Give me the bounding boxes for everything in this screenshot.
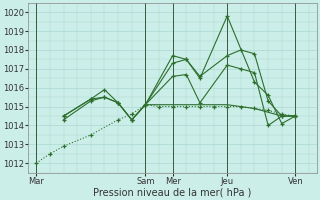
- X-axis label: Pression niveau de la mer( hPa ): Pression niveau de la mer( hPa ): [93, 187, 252, 197]
